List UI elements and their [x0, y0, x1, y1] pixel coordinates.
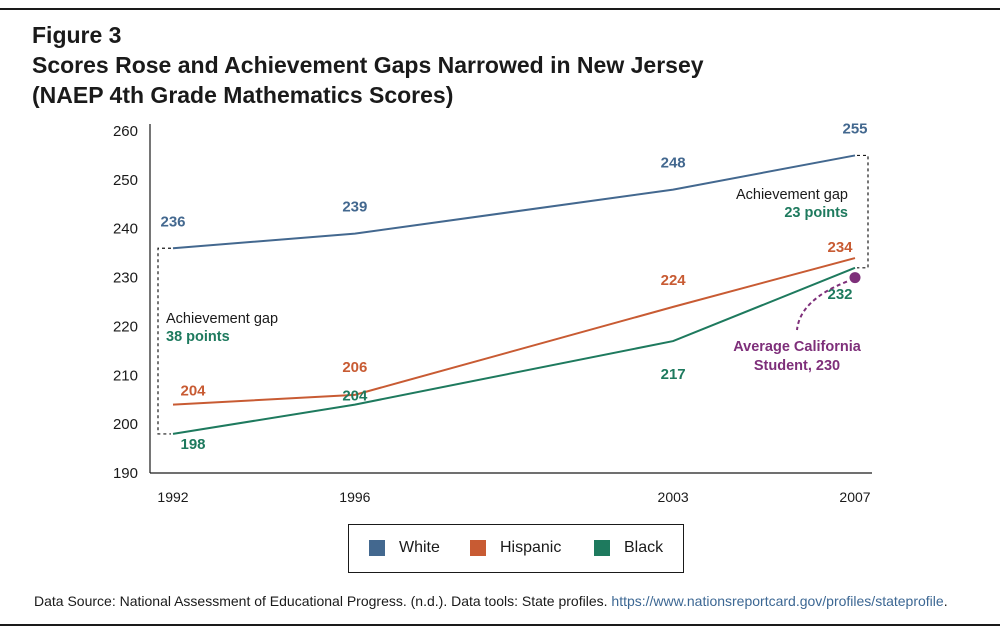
gap-label-2007-line1: Achievement gap — [736, 187, 848, 203]
series-line-white — [172, 154, 856, 250]
chart-legend: White Hispanic Black — [348, 524, 684, 573]
gap-label-2007-line2: 23 points — [784, 205, 848, 221]
source-end: . — [943, 593, 948, 609]
gap-label-1992-line1: Achievement gap — [166, 311, 278, 327]
legend-swatch-hispanic — [470, 540, 486, 556]
y-tick-label: 220 — [113, 318, 138, 335]
series-line-black — [172, 266, 856, 435]
title-line-1: Scores Rose and Achievement Gaps Narrowe… — [32, 52, 704, 78]
california-label-line2: Student, 230 — [754, 358, 840, 374]
data-label-black: 217 — [661, 366, 686, 383]
y-tick-label: 260 — [113, 123, 138, 140]
figure-label: Figure 3 — [32, 22, 122, 48]
data-label-black: 198 — [180, 436, 205, 453]
source-link[interactable]: https://www.nationsreportcard.gov/profil… — [611, 593, 944, 609]
series-line-hispanic — [172, 257, 856, 406]
y-tick-label: 240 — [113, 221, 138, 238]
data-label-white: 248 — [661, 155, 686, 172]
x-tick-label: 1992 — [157, 489, 188, 505]
legend-label-black: Black — [624, 539, 664, 556]
line-chart: 190 200 210 220 230 240 250 260 1992 1996 2003 2007… — [113, 120, 872, 505]
x-tick-label: 2003 — [658, 489, 689, 505]
x-tick-label: 2007 — [839, 489, 870, 505]
california-label-line1: Average California — [733, 339, 862, 355]
bottom-rule — [0, 624, 1000, 626]
gap-bracket-2007 — [857, 154, 869, 269]
y-tick-label: 190 — [113, 465, 138, 482]
legend-swatch-white — [369, 540, 385, 556]
y-tick-label: 200 — [113, 416, 138, 433]
x-tick-label: 1996 — [339, 489, 370, 505]
data-label-hispanic: 204 — [180, 383, 206, 400]
legend-swatch-black — [594, 540, 610, 556]
y-tick-label: 230 — [113, 270, 138, 287]
legend-item-hispanic: Hispanic — [470, 539, 561, 557]
data-label-white: 255 — [842, 120, 867, 137]
source-text: Data Source: National Assessment of Educ… — [34, 593, 612, 609]
legend-label-hispanic: Hispanic — [500, 539, 562, 556]
data-label-white: 239 — [342, 199, 367, 216]
top-rule — [0, 8, 1000, 10]
title-line-2: (NAEP 4th Grade Mathematics Scores) — [32, 82, 454, 108]
data-label-hispanic: 206 — [342, 359, 367, 376]
y-tick-label: 250 — [113, 172, 138, 189]
chart-title: Scores Rose and Achievement Gaps Narrowe… — [32, 50, 932, 110]
gap-label-1992-line2: 38 points — [166, 329, 230, 345]
california-pointer — [796, 280, 848, 331]
legend-item-white: White — [369, 539, 440, 557]
data-label-white: 236 — [160, 213, 185, 230]
legend-item-black: Black — [594, 539, 663, 557]
gap-bracket-1992 — [157, 247, 171, 435]
y-tick-label: 210 — [113, 367, 138, 384]
data-label-black: 204 — [342, 388, 368, 405]
california-dot — [849, 272, 861, 284]
data-source: Data Source: National Assessment of Educ… — [34, 593, 948, 609]
data-label-black: 232 — [827, 286, 852, 303]
data-label-hispanic: 234 — [827, 239, 853, 256]
legend-label-white: White — [399, 539, 440, 556]
data-label-hispanic: 224 — [661, 272, 687, 289]
